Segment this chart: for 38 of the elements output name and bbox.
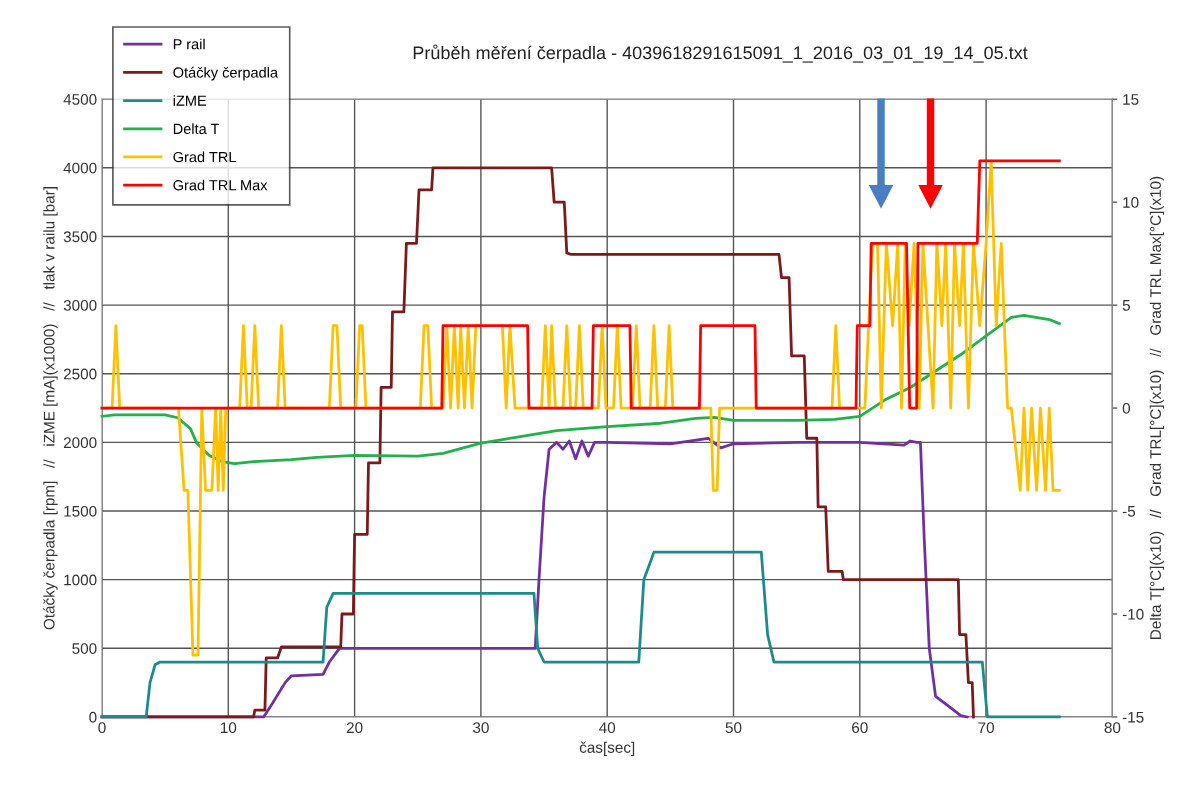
y2-tick-label: 10 xyxy=(1123,197,1139,208)
legend-label: iZME xyxy=(173,95,207,106)
legend-label: Grad TRL xyxy=(173,151,236,163)
x-tick-label: 10 xyxy=(220,722,237,734)
chart-title: Průběh měření čerpadla - 4039618291615091_1_2016_03_01_19_14_05.txt xyxy=(413,44,1028,63)
y2-tick-label: -5 xyxy=(1122,506,1136,517)
x-axis-title: čas[sec] xyxy=(579,741,635,756)
x-tick-label: 0 xyxy=(98,722,106,734)
x-tick-label: 70 xyxy=(978,722,994,734)
legend-label: Grad TRL Max xyxy=(173,179,268,191)
legend-label: Delta T xyxy=(173,123,220,135)
y-tick-label: 2000 xyxy=(63,437,97,449)
y-tick-label: 1000 xyxy=(64,574,97,586)
line-series xyxy=(100,314,1061,466)
x-tick-label: 30 xyxy=(472,722,489,734)
x-tick-label: 80 xyxy=(1104,722,1121,734)
y-axis-title: Otáčky čerpadla [rpm] // iZME [mA](x1000) // tlak v railu [bar] xyxy=(43,187,58,630)
y2-tick-label: -10 xyxy=(1122,608,1144,620)
y-tick-label: 0 xyxy=(89,711,97,723)
y-tick-label: 3500 xyxy=(63,231,97,243)
y-tick-label: 500 xyxy=(72,643,97,654)
y2-tick-label: 15 xyxy=(1123,94,1139,105)
x-tick-label: 60 xyxy=(852,722,868,734)
legend-label: P rail xyxy=(173,38,205,50)
y2-tick-label: -15 xyxy=(1122,711,1144,723)
x-tick-label: 50 xyxy=(725,722,742,734)
y-tick-label: 2500 xyxy=(63,368,97,380)
y2-tick-label: 5 xyxy=(1122,300,1130,311)
legend-label: Otáčky čerpadla xyxy=(173,66,279,81)
line-series xyxy=(100,550,1061,719)
y-tick-label: 1500 xyxy=(64,505,97,517)
y2-tick-label: 0 xyxy=(1122,402,1131,414)
y-tick-label: 4000 xyxy=(63,162,97,174)
y2-axis-title: Delta T[°C](x10) // Grad TRL[°C](x10) // Grad TRL Max[°C](x10) xyxy=(1149,176,1164,639)
y-tick-label: 4500 xyxy=(63,94,97,105)
y-tick-label: 3000 xyxy=(63,299,97,311)
x-tick-label: 20 xyxy=(346,722,363,734)
x-tick-label: 40 xyxy=(599,722,616,734)
